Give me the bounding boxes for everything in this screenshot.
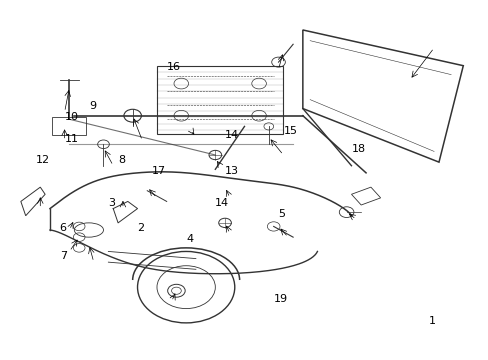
Text: 6: 6 [60,223,66,233]
Text: 11: 11 [64,134,79,144]
Text: 5: 5 [278,208,285,219]
Text: 8: 8 [118,155,125,165]
Text: 12: 12 [35,155,49,165]
Text: 15: 15 [283,126,297,136]
Text: 17: 17 [152,166,166,176]
Text: 9: 9 [89,102,96,111]
Text: 3: 3 [108,198,115,208]
Text: 2: 2 [137,223,144,233]
Text: 13: 13 [224,166,239,176]
Text: 14: 14 [224,130,239,140]
Text: 10: 10 [64,112,79,122]
Text: 4: 4 [186,234,193,244]
Text: 7: 7 [60,251,67,261]
Text: 14: 14 [215,198,229,208]
Text: 19: 19 [273,294,287,304]
Text: 16: 16 [166,62,181,72]
Text: 1: 1 [428,316,435,326]
Text: 18: 18 [351,144,365,154]
